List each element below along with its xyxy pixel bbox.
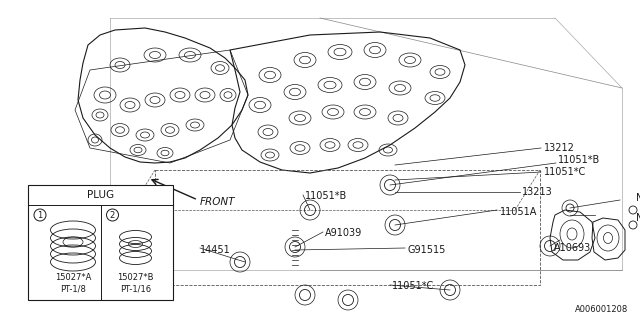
Text: PLUG: PLUG bbox=[87, 190, 114, 200]
Text: 11051*C: 11051*C bbox=[544, 167, 586, 177]
Text: NS: NS bbox=[636, 193, 640, 203]
Text: PT-1/8: PT-1/8 bbox=[60, 284, 86, 293]
Text: A006001208: A006001208 bbox=[575, 305, 628, 314]
Text: FRONT: FRONT bbox=[200, 197, 236, 207]
Text: 11051A: 11051A bbox=[500, 207, 538, 217]
Text: A91039: A91039 bbox=[325, 228, 362, 238]
Text: 15027*B: 15027*B bbox=[117, 274, 154, 283]
Bar bbox=[28, 185, 173, 300]
Text: 1: 1 bbox=[37, 211, 43, 220]
Text: 2: 2 bbox=[110, 211, 115, 220]
Text: NS: NS bbox=[636, 213, 640, 223]
Text: 13213: 13213 bbox=[522, 187, 553, 197]
Text: PT-1/16: PT-1/16 bbox=[120, 284, 151, 293]
Text: A10693: A10693 bbox=[554, 243, 591, 253]
Text: 11051*C: 11051*C bbox=[392, 281, 435, 291]
Text: 15027*A: 15027*A bbox=[55, 274, 91, 283]
Text: 13212: 13212 bbox=[544, 143, 575, 153]
Text: 11051*B: 11051*B bbox=[558, 155, 600, 165]
Text: 14451: 14451 bbox=[200, 245, 231, 255]
Text: G91515: G91515 bbox=[407, 245, 445, 255]
Text: 11051*B: 11051*B bbox=[305, 191, 348, 201]
